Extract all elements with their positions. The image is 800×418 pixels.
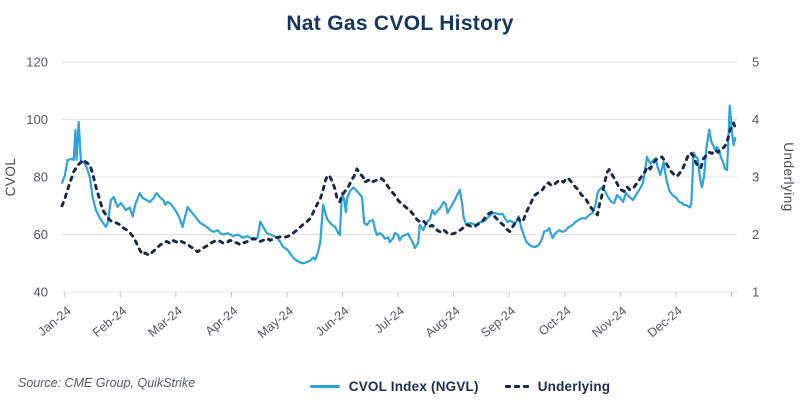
chart-legend: CVOL Index (NGVL) Underlying [200, 372, 720, 400]
legend-label: Underlying [537, 378, 611, 394]
cvol-index-line [60, 104, 737, 265]
svg-text:3: 3 [752, 170, 759, 185]
legend-label: CVOL Index (NGVL) [348, 378, 479, 394]
chart-title: Nat Gas CVOL History [286, 12, 514, 35]
svg-text:120: 120 [26, 55, 48, 70]
svg-text:5: 5 [752, 55, 759, 70]
svg-text:2: 2 [752, 227, 759, 242]
svg-text:60: 60 [34, 227, 48, 242]
svg-text:Feb-24: Feb-24 [90, 304, 129, 340]
svg-text:Apr-24: Apr-24 [203, 304, 241, 339]
chart-footer: Source: CME Group, QuikStrike CVOL Index… [0, 372, 800, 402]
svg-text:Nov-24: Nov-24 [589, 304, 629, 341]
x-axis-labels: Jan-24 Feb-24 Mar-24 Apr-24 May-24 Jun-24 Jul-… [35, 304, 684, 342]
svg-text:Mar-24: Mar-24 [145, 304, 184, 340]
svg-text:Jun-24: Jun-24 [313, 304, 351, 339]
right-axis-tick-labels: 5 4 3 2 1 [752, 55, 759, 300]
svg-text:Jul-24: Jul-24 [372, 304, 407, 337]
svg-text:100: 100 [26, 112, 48, 127]
right-axis-title: Underlying [781, 142, 796, 212]
legend-item-underlying: Underlying [504, 378, 611, 394]
x-axis-ticks [64, 292, 732, 297]
legend-item-cvol-index: CVOL Index (NGVL) [309, 378, 479, 394]
svg-text:Sep-24: Sep-24 [478, 304, 518, 341]
cvol-history-chart: 120 100 80 60 40 5 4 3 2 1 Jan-24 Feb-24 Mar-24 Apr-2… [3, 55, 796, 342]
svg-text:Jan-24: Jan-24 [35, 304, 73, 339]
gridlines [62, 61, 737, 293]
svg-text:Aug-24: Aug-24 [423, 304, 463, 341]
solid-line-swatch-icon [309, 384, 340, 388]
left-axis-title: CVOL [3, 158, 18, 197]
underlying-line [60, 121, 737, 257]
svg-text:Oct-24: Oct-24 [536, 304, 574, 339]
left-axis-tick-labels: 120 100 80 60 40 [26, 55, 48, 300]
svg-text:4: 4 [752, 112, 759, 127]
svg-text:Dec-24: Dec-24 [645, 304, 685, 341]
svg-text:80: 80 [34, 170, 48, 185]
dashed-line-swatch-icon [504, 384, 529, 388]
svg-text:May-24: May-24 [255, 304, 296, 342]
svg-text:40: 40 [34, 285, 48, 300]
source-note: Source: CME Group, QuikStrike [18, 376, 196, 390]
svg-text:1: 1 [752, 285, 759, 300]
